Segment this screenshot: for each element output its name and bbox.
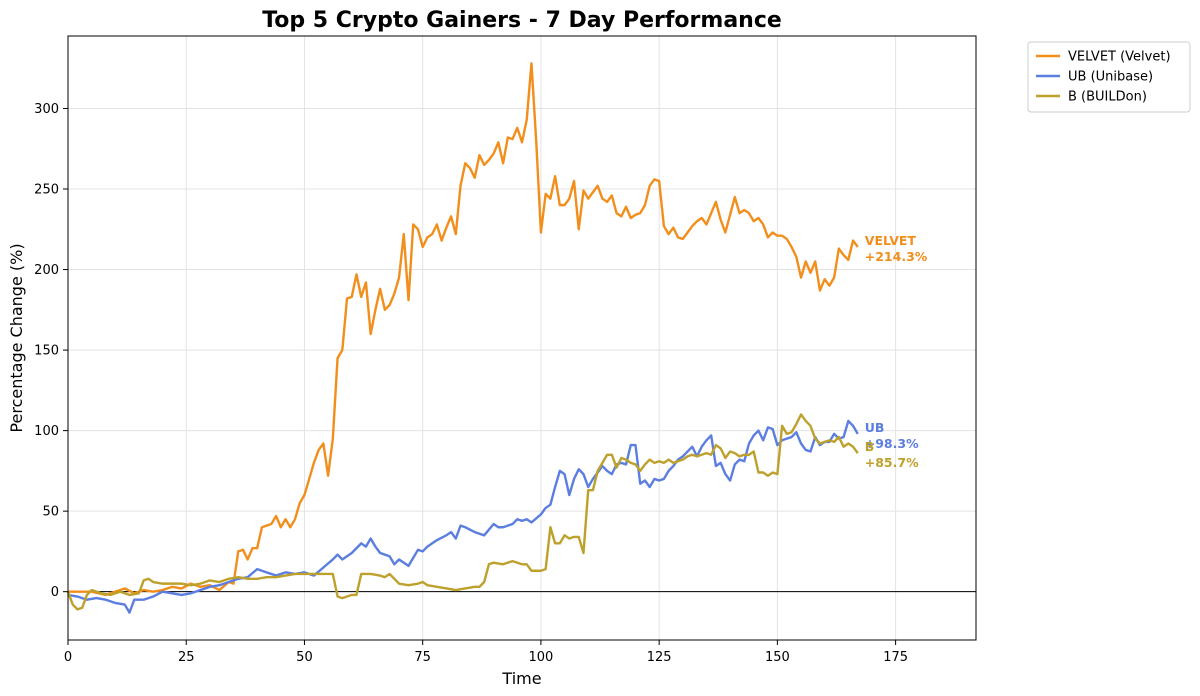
y-tick-label: 0 — [51, 585, 59, 600]
series-line-ub — [67, 419, 859, 614]
axes: 0 25 50 75 100 125 150 175 0 50 100 150 200 250 300 — [34, 35, 977, 665]
y-tick-label: 250 — [34, 183, 59, 198]
x-tick-label: 100 — [529, 650, 554, 665]
series-line-velvet — [68, 62, 859, 597]
series-lines — [66, 62, 859, 614]
plot-frame — [67, 35, 977, 641]
y-tick-label: 200 — [34, 263, 59, 278]
end-label-value: +98.3% — [865, 436, 919, 451]
end-labels: VELVET+214.3% UB+98.3%B+85.7% — [865, 233, 928, 470]
end-label-value: +85.7% — [865, 455, 919, 470]
chart-title: Top 5 Crypto Gainers - 7 Day Performance — [262, 8, 782, 33]
y-tick-label: 300 — [34, 102, 59, 117]
x-tick-label: 150 — [765, 650, 790, 665]
x-tick-label: 0 — [64, 650, 72, 665]
y-tick-label: 150 — [34, 344, 59, 359]
y-tick-label: 50 — [42, 505, 59, 520]
x-tick-label: 125 — [647, 650, 672, 665]
legend-entry: UB (Unibase) — [1068, 70, 1153, 85]
legend-entry: B (BUILDon) — [1068, 90, 1147, 105]
x-axis-label: Time — [501, 669, 541, 688]
legend-box — [1027, 41, 1191, 113]
grid — [67, 36, 976, 640]
end-label-value: +214.3% — [865, 249, 928, 264]
y-axis-label: Percentage Change (%) — [7, 243, 26, 432]
x-tick-label: 75 — [414, 650, 431, 665]
legend-entry: VELVET (Velvet) — [1068, 50, 1171, 65]
series-line-b — [66, 413, 859, 611]
end-label-name: UB — [865, 420, 885, 435]
x-tick-label: 25 — [178, 650, 195, 665]
end-label-name: B — [865, 439, 875, 454]
legend: VELVET (Velvet) UB (Unibase) B (BUILDon) — [1027, 41, 1191, 113]
end-label-name: VELVET — [865, 233, 917, 248]
x-tick-label: 175 — [883, 650, 908, 665]
y-tick-label: 100 — [34, 424, 59, 439]
x-tick-label: 50 — [296, 650, 313, 665]
